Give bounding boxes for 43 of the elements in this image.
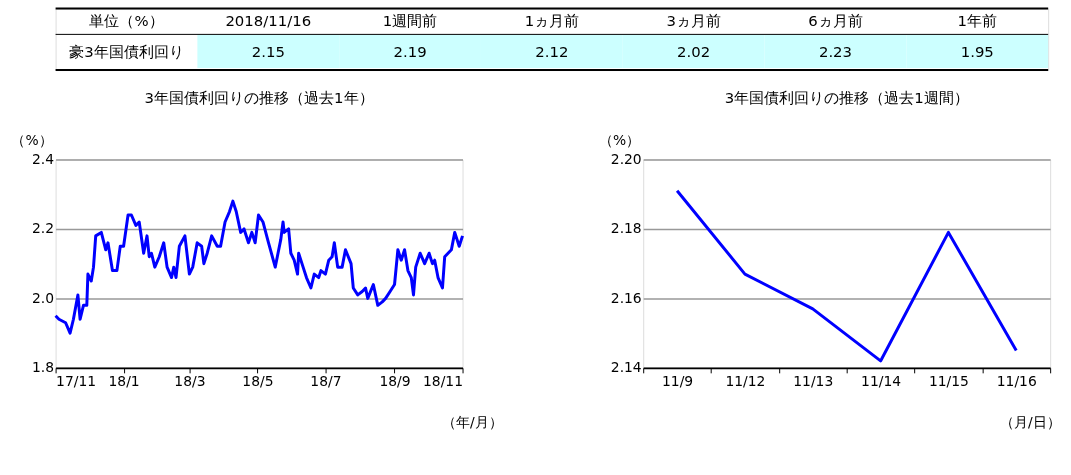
x-tick-label: 18/1 bbox=[108, 373, 140, 390]
y-axis-title: （%） bbox=[599, 132, 641, 149]
x-axis-title: （年/月） bbox=[442, 413, 503, 430]
x-tick-label: 18/5 bbox=[242, 373, 274, 390]
category-label: 1週間前 bbox=[382, 12, 438, 31]
category-label: 1年前 bbox=[957, 12, 998, 31]
x-tick-label: 18/9 bbox=[379, 373, 411, 390]
x-tick-label: 17/11 bbox=[56, 373, 97, 390]
chart-title: 3年国債利回りの推移（過去1年） bbox=[144, 88, 374, 107]
category-label: 2018/11/16 bbox=[225, 12, 312, 31]
y-tick-label: 2.0 bbox=[32, 289, 55, 306]
x-tick-label: 11/12 bbox=[725, 373, 766, 390]
y-tick-label: 2.2 bbox=[32, 220, 55, 237]
x-tick-label: 18/7 bbox=[310, 373, 342, 390]
category-label: 6ヵ月前 bbox=[808, 12, 863, 31]
text: 豪3年国債利回り bbox=[69, 43, 184, 62]
x-tick-label: 11/15 bbox=[928, 373, 969, 390]
data-label: 2.19 bbox=[393, 43, 427, 62]
data-label: 2.02 bbox=[677, 43, 711, 62]
y-tick-label: 2.14 bbox=[610, 359, 642, 376]
x-tick-label: 11/16 bbox=[996, 373, 1037, 390]
line-series bbox=[675, 189, 1018, 363]
data-label: 2.15 bbox=[251, 43, 285, 62]
data-label: 1.95 bbox=[960, 43, 994, 62]
y-tick-label: 2.16 bbox=[610, 289, 642, 306]
data-label: 2.23 bbox=[818, 43, 853, 62]
text: 単位（%） bbox=[89, 12, 164, 31]
y-tick-label: 2.4 bbox=[32, 150, 55, 167]
y-axis-title: （%） bbox=[11, 132, 53, 149]
line-series bbox=[54, 199, 465, 335]
category-label: 3ヵ月前 bbox=[666, 12, 721, 31]
data-label: 2.12 bbox=[535, 43, 569, 62]
x-tick-label: 11/9 bbox=[662, 373, 694, 390]
chart-title: 3年国債利回りの推移（過去1週間） bbox=[724, 88, 969, 107]
y-tick-label: 1.8 bbox=[32, 359, 55, 376]
y-tick-label: 2.18 bbox=[610, 220, 642, 237]
category-label: 1ヵ月前 bbox=[524, 12, 580, 31]
x-tick-label: 11/13 bbox=[793, 373, 834, 390]
y-tick-label: 2.20 bbox=[610, 150, 642, 167]
x-tick-label: 18/3 bbox=[174, 373, 206, 390]
x-tick-label: 11/14 bbox=[861, 373, 902, 390]
x-tick-label: 18/11 bbox=[423, 373, 464, 390]
x-axis-title: （月/日） bbox=[999, 413, 1061, 430]
